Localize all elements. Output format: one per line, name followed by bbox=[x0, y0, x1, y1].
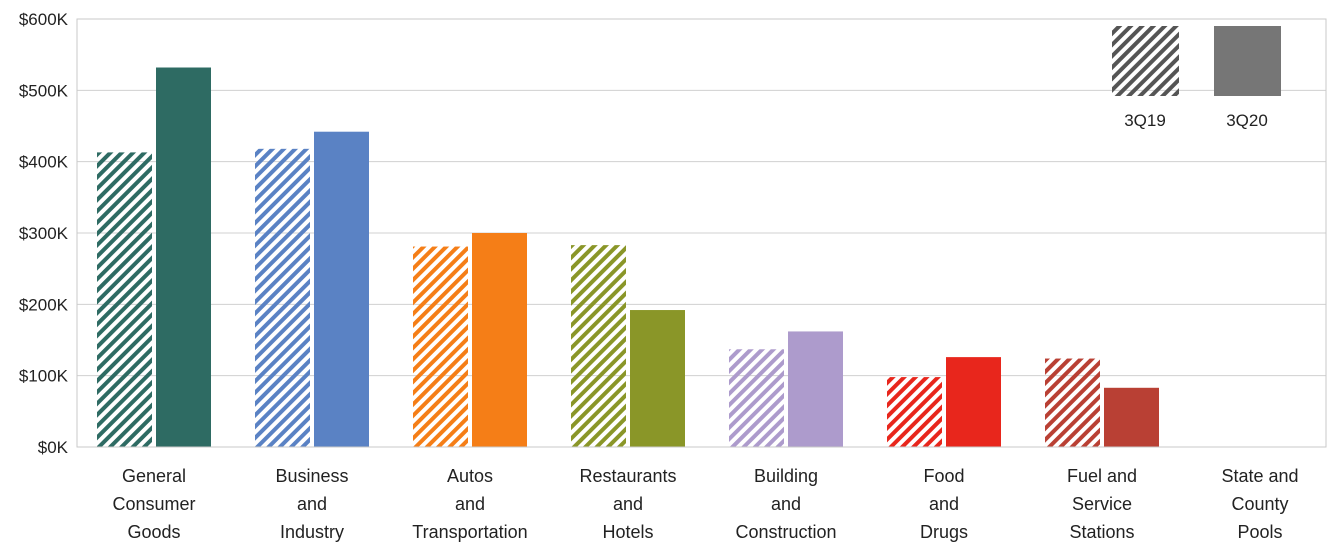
bar-3q19 bbox=[887, 377, 942, 447]
y-tick-label: $100K bbox=[19, 367, 69, 386]
bar-3q20 bbox=[156, 67, 211, 448]
category-label-line: Business bbox=[275, 466, 348, 486]
bar-3q19 bbox=[255, 148, 310, 447]
category-label-line: General bbox=[122, 466, 186, 486]
bars bbox=[97, 67, 1159, 448]
y-tick-label: $500K bbox=[19, 81, 69, 100]
bar-3q20 bbox=[314, 131, 369, 447]
category-label-line: Consumer bbox=[112, 494, 195, 514]
category-label-line: and bbox=[929, 494, 959, 514]
bar-3q20 bbox=[472, 233, 527, 447]
category-label-line: Building bbox=[754, 466, 818, 486]
category-label-line: Goods bbox=[127, 522, 180, 542]
y-tick-label: $300K bbox=[19, 224, 69, 243]
category-label-line: State and bbox=[1221, 466, 1298, 486]
legend-label: 3Q19 bbox=[1124, 111, 1166, 130]
category-label-line: Construction bbox=[735, 522, 836, 542]
bar-3q20 bbox=[946, 357, 1001, 447]
category-label: General Consumer Goods bbox=[112, 466, 195, 542]
category-label-line: and bbox=[297, 494, 327, 514]
category-label-line: Stations bbox=[1069, 522, 1134, 542]
category-label-line: Industry bbox=[280, 522, 344, 542]
legend: 3Q19 3Q20 bbox=[1112, 26, 1281, 130]
y-tick-label: $600K bbox=[19, 10, 69, 29]
bar-3q20 bbox=[630, 310, 685, 447]
category-label: Building and Construction bbox=[735, 466, 836, 542]
category-label-line: and bbox=[771, 494, 801, 514]
bar-3q19 bbox=[413, 246, 468, 447]
y-tick-label: $200K bbox=[19, 295, 69, 314]
y-tick-label: $0K bbox=[38, 438, 69, 457]
category-label-line: Drugs bbox=[920, 522, 968, 542]
category-label: State and County Pools bbox=[1221, 466, 1298, 542]
plot-frame bbox=[76, 18, 1327, 448]
category-label: Restaurants and Hotels bbox=[579, 466, 676, 542]
category-label-line: and bbox=[613, 494, 643, 514]
category-label: Fuel and Service Stations bbox=[1067, 466, 1137, 542]
category-label: Food and Drugs bbox=[920, 466, 968, 542]
legend-swatch-3q19 bbox=[1112, 26, 1179, 96]
category-label-line: Autos bbox=[447, 466, 493, 486]
bar-3q19 bbox=[1045, 358, 1100, 447]
bar-3q20 bbox=[788, 331, 843, 447]
category-label-line: Transportation bbox=[412, 522, 527, 542]
bar-3q19 bbox=[97, 152, 152, 448]
category-label: Autos and Transportation bbox=[412, 466, 527, 542]
bar-3q20 bbox=[1104, 387, 1159, 447]
legend-label: 3Q20 bbox=[1226, 111, 1268, 130]
category-label-line: County bbox=[1231, 494, 1288, 514]
legend-swatch-3q20 bbox=[1214, 26, 1281, 96]
category-label: Business and Industry bbox=[275, 466, 348, 542]
x-axis-category-labels: General Consumer Goods Business and Industry A… bbox=[112, 466, 1298, 542]
y-axis-tick-labels: $0K $100K $200K $300K $400K $500K $600K bbox=[19, 10, 69, 457]
category-label-line: Service bbox=[1072, 494, 1132, 514]
category-label-line: Food bbox=[923, 466, 964, 486]
category-label-line: Fuel and bbox=[1067, 466, 1137, 486]
category-label-line: Hotels bbox=[602, 522, 653, 542]
bar-3q19 bbox=[729, 349, 784, 447]
category-label-line: Restaurants bbox=[579, 466, 676, 486]
y-tick-label: $400K bbox=[19, 153, 69, 172]
category-label-line: Pools bbox=[1237, 522, 1282, 542]
bar-3q19 bbox=[571, 245, 626, 447]
category-label-line: and bbox=[455, 494, 485, 514]
